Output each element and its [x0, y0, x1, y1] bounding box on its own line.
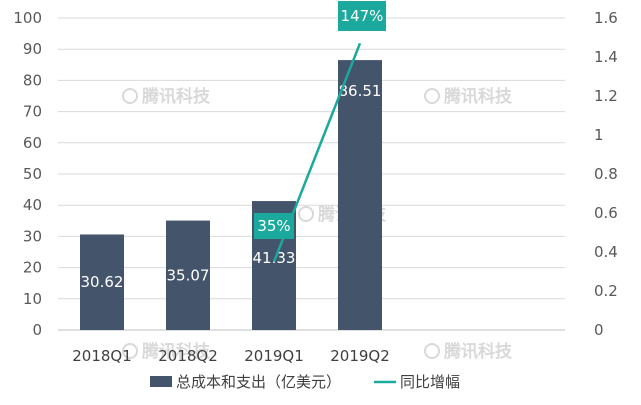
bar-series: 30.62 35.07 41.33 86.51: [80, 60, 382, 330]
bar: [80, 234, 124, 330]
y-left-tick-label: 60: [23, 134, 42, 152]
y-left-tick-label: 40: [23, 196, 42, 214]
line-annotations: 35% 147%: [254, 1, 386, 239]
bar: [166, 220, 210, 330]
x-category-label: 2019Q1: [244, 347, 304, 365]
y-right-tick-label: 1.6: [594, 9, 618, 27]
y-right-tick-label: 0.2: [594, 282, 618, 300]
legend: 总成本和支出（亿美元） 同比增幅: [150, 373, 460, 391]
x-axis: 2018Q1 2018Q2 2019Q1 2019Q2: [72, 347, 390, 365]
legend-label-bar: 总成本和支出（亿美元）: [176, 373, 341, 391]
y-right-tick-label: 1.2: [594, 87, 618, 105]
watermark-text: 腾讯科技: [444, 341, 513, 362]
bar-data-label: 86.51: [339, 82, 382, 100]
x-category-label: 2019Q2: [330, 347, 390, 365]
y-right-tick-label: 0.6: [594, 204, 618, 222]
y-right-tick-label: 0.4: [594, 243, 618, 261]
y-left-tick-label: 100: [13, 9, 42, 27]
left-axis: 0 10 20 30 40 50 60 70 80 90 100: [13, 9, 42, 339]
x-category-label: 2018Q1: [72, 347, 132, 365]
watermark: 腾讯科技: [424, 86, 513, 107]
x-category-label: 2018Q2: [158, 347, 218, 365]
watermark-text: 腾讯科技: [142, 341, 211, 362]
line-data-label-box: [254, 213, 294, 239]
watermark: 腾讯科技: [122, 341, 211, 362]
y-left-tick-label: 70: [23, 103, 42, 121]
y-right-tick-label: 0.8: [594, 165, 618, 183]
right-axis: 0 0.2 0.4 0.6 0.8 1 1.2 1.4 1.6: [594, 9, 618, 339]
legend-label-line: 同比增幅: [400, 373, 460, 391]
y-left-tick-label: 80: [23, 71, 42, 89]
y-left-tick-label: 50: [23, 165, 42, 183]
line-data-label-box: [338, 1, 386, 31]
watermark-text: 腾讯科技: [142, 86, 211, 107]
y-right-tick-label: 1.4: [594, 48, 618, 66]
watermark-logo-icon: [298, 206, 314, 222]
y-left-tick-label: 20: [23, 259, 42, 277]
y-left-tick-label: 10: [23, 290, 42, 308]
y-left-tick-label: 90: [23, 40, 42, 58]
y-right-tick-label: 1: [594, 126, 604, 144]
watermark-logo-icon: [122, 343, 138, 359]
bar-data-label: 30.62: [81, 273, 124, 291]
watermark-layer: 腾讯科技腾讯科技腾讯科技腾讯科技腾讯科技: [122, 86, 513, 362]
y-right-tick-label: 0: [594, 321, 604, 339]
legend-swatch-bar: [150, 376, 172, 387]
bar-data-label: 41.33: [253, 249, 296, 267]
line-data-label: 147%: [341, 7, 384, 25]
line-data-label: 35%: [257, 217, 290, 235]
watermark-text: 腾讯科技: [444, 86, 513, 107]
bar-data-label: 35.07: [167, 266, 210, 284]
gridlines: [58, 17, 565, 331]
y-left-tick-label: 30: [23, 227, 42, 245]
watermark-logo-icon: [424, 88, 440, 104]
y-left-tick-label: 0: [32, 321, 42, 339]
bar: [338, 60, 382, 330]
watermark: 腾讯科技: [424, 341, 513, 362]
watermark: 腾讯科技: [122, 86, 211, 107]
watermark-logo-icon: [122, 88, 138, 104]
watermark-logo-icon: [424, 343, 440, 359]
